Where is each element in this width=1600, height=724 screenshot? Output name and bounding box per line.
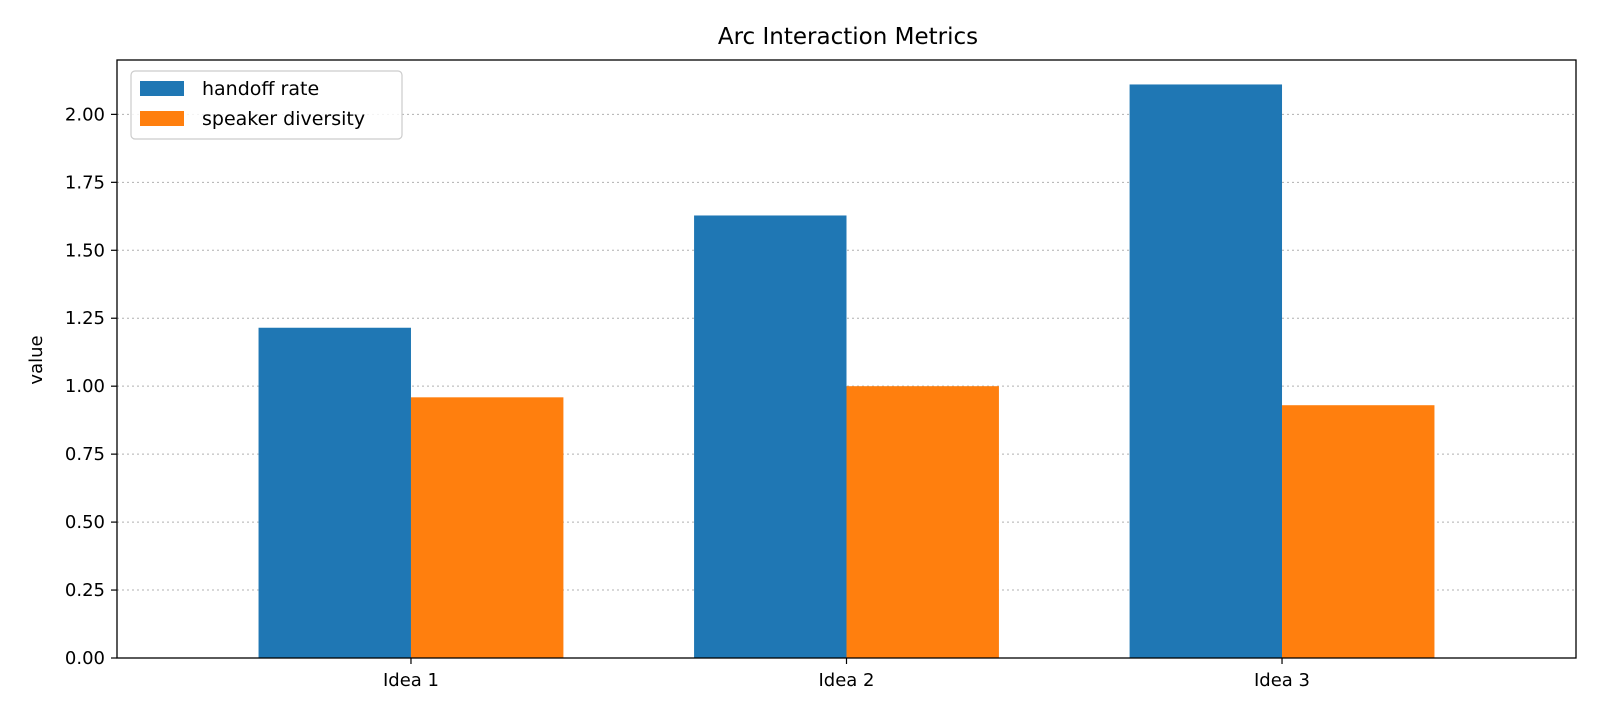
legend-label: handoff rate (202, 78, 319, 100)
legend-box (130, 70, 403, 140)
y-tick-label: 1.75 (65, 172, 105, 193)
bar-speaker-diversity-idea-3 (1282, 405, 1435, 658)
y-tick-label: 0.25 (65, 580, 105, 601)
y-tick-label: 0.75 (65, 444, 105, 465)
y-axis-label: value (26, 335, 47, 384)
bar-handoff-rate-idea-1 (258, 327, 411, 658)
x-tick-label: Idea 2 (818, 670, 874, 691)
legend-swatch (140, 111, 184, 126)
bar-handoff-rate-idea-3 (1129, 84, 1283, 659)
y-tick-label: 1.00 (65, 376, 105, 397)
legend-label: speaker diversity (202, 108, 365, 130)
y-tick-label: 0.00 (65, 648, 105, 669)
bar-handoff-rate-idea-2 (694, 215, 847, 659)
x-tick-label: Idea 1 (383, 670, 439, 691)
y-tick-label: 2.00 (65, 104, 105, 125)
legend: handoff rate speaker diversity (130, 70, 403, 140)
axis-ticks: 0.00 0.25 0.50 0.75 1.00 1.25 1.50 1.75 2.00 Idea… (65, 104, 1310, 691)
legend-swatch (140, 81, 184, 96)
y-tick-label: 0.50 (65, 512, 105, 533)
chart-title: Arc Interaction Metrics (718, 24, 978, 50)
bar-speaker-diversity-idea-1 (410, 397, 564, 658)
y-tick-label: 1.50 (65, 240, 105, 261)
y-tick-label: 1.25 (65, 308, 105, 329)
bar-speaker-diversity-idea-2 (846, 386, 999, 658)
x-tick-label: Idea 3 (1254, 670, 1310, 691)
bars (258, 84, 1435, 659)
